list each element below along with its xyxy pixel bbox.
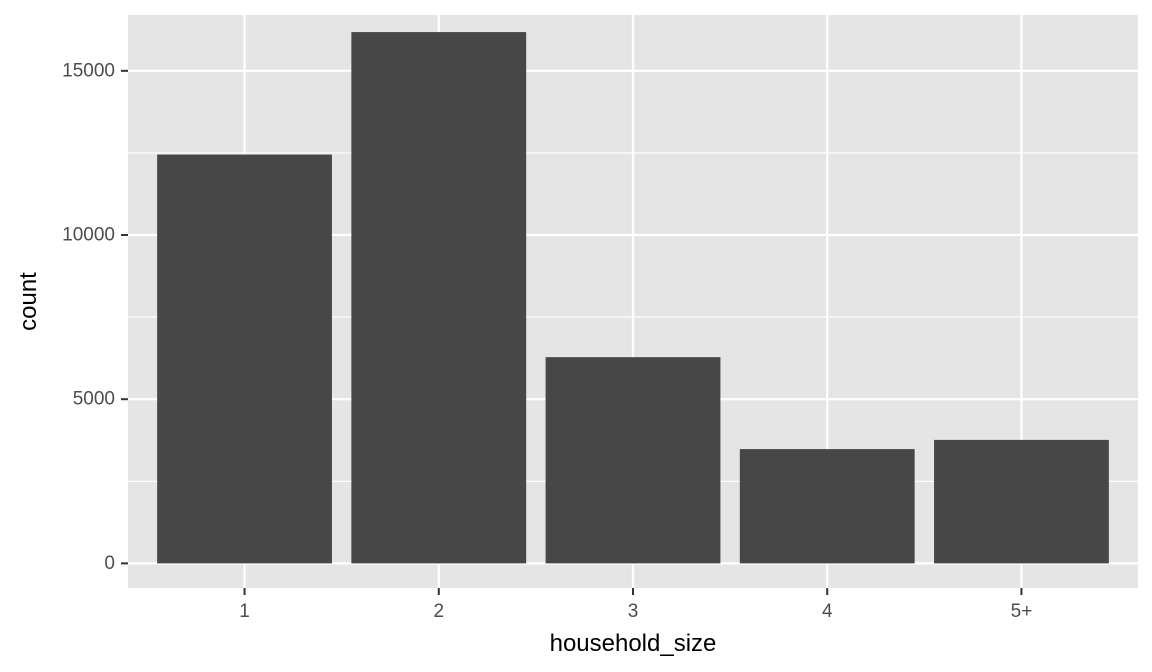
y-axis: 0 5000 10000 15000 bbox=[62, 60, 128, 574]
x-tick-label: 3 bbox=[628, 601, 639, 622]
bar-2 bbox=[351, 32, 527, 564]
bars-group bbox=[157, 32, 1109, 564]
bar-1 bbox=[157, 154, 332, 564]
x-axis: 1 2 3 4 5+ bbox=[239, 588, 1032, 622]
x-tick-label: 4 bbox=[822, 601, 833, 622]
y-tick-label: 0 bbox=[104, 553, 115, 574]
bar-4 bbox=[739, 449, 915, 564]
y-axis-title: count bbox=[15, 272, 42, 331]
bar-3 bbox=[545, 357, 721, 564]
x-tick-label: 1 bbox=[239, 601, 250, 622]
x-axis-title: household_size bbox=[550, 630, 717, 657]
x-tick-label: 2 bbox=[433, 601, 444, 622]
y-tick-label: 15000 bbox=[62, 60, 115, 81]
bar-5plus bbox=[934, 439, 1109, 564]
y-tick-label: 10000 bbox=[62, 225, 115, 246]
x-tick-label: 5+ bbox=[1011, 601, 1033, 622]
y-tick-label: 5000 bbox=[73, 389, 115, 410]
